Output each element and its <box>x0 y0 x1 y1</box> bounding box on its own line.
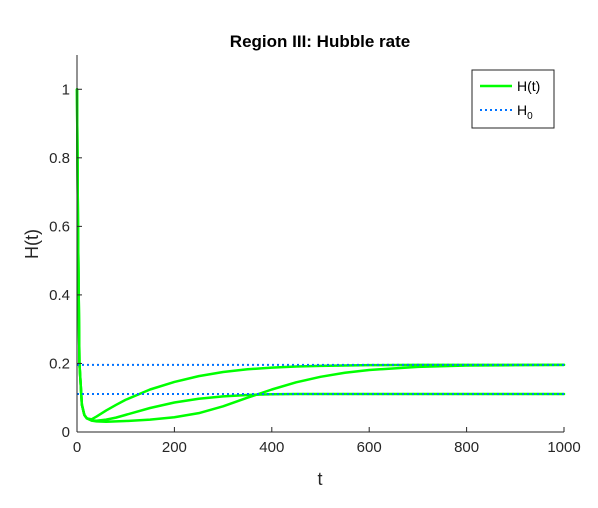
x-tick-label: 400 <box>259 439 284 456</box>
x-tick-label: 0 <box>73 439 81 456</box>
legend-box <box>471 69 555 129</box>
x-tick-label: 1000 <box>547 439 580 456</box>
x-tick-label: 600 <box>357 439 382 456</box>
y-tick-label: 0.2 <box>49 355 70 372</box>
hubble-rate-curve-2 <box>75 88 566 423</box>
legend-label-0: H(t) <box>517 78 540 94</box>
chart-title: Region III: Hubble rate <box>230 32 410 51</box>
legend: H(t)H0 <box>471 69 555 129</box>
y-tick-label: 1 <box>62 81 70 98</box>
axes-layer: 0 200 400 600 800 1000 0 0.2 0.4 0.6 0.8 1 <box>49 55 581 456</box>
series-layer <box>75 88 566 423</box>
y-tick-label: 0.4 <box>49 287 70 304</box>
x-axis-label: t <box>317 469 322 489</box>
x-tick-label: 200 <box>162 439 187 456</box>
y-tick-label: 0.6 <box>49 218 70 235</box>
y-tick-label: 0.8 <box>49 150 70 167</box>
legend-label-subscript: 0 <box>527 111 533 122</box>
y-tick-label: 0 <box>62 424 70 441</box>
y-axis-label: H(t) <box>22 229 42 259</box>
x-tick-label: 800 <box>454 439 479 456</box>
